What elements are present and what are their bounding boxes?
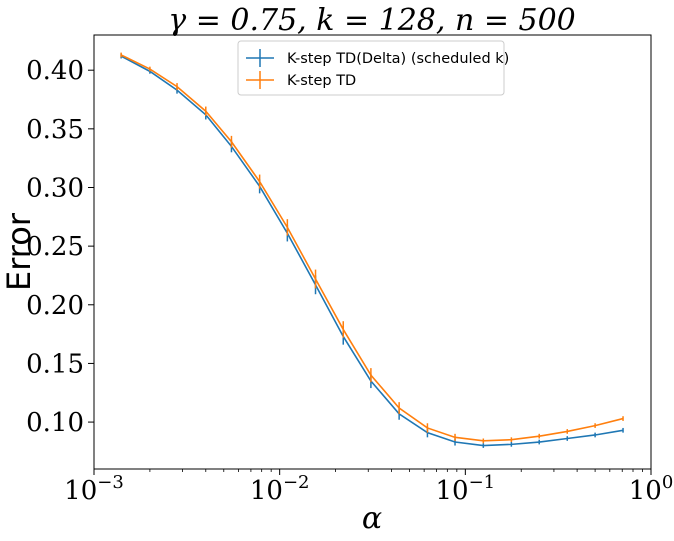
legend: K-step TD(Delta) (scheduled k) K-step TD xyxy=(237,40,509,96)
x-tick-label-2: 10−1 xyxy=(436,472,496,506)
series-0 xyxy=(120,53,624,448)
legend-frame xyxy=(237,40,505,96)
axes-frame xyxy=(93,34,652,470)
y-tick-label-5: 0.35 xyxy=(26,115,84,145)
plot-area xyxy=(120,52,624,448)
x-axis: 10−3 10−2 10−1 100 xyxy=(64,469,673,506)
chart-title: γ = 0.75, k = 128, n = 500 xyxy=(168,3,576,38)
x-tick-label-3: 100 xyxy=(629,472,674,506)
legend-label-0: K-step TD(Delta) (scheduled k) xyxy=(287,51,509,67)
y-tick-label-1: 0.15 xyxy=(26,349,84,379)
y-tick-label-6: 0.40 xyxy=(26,56,84,86)
y-axis: 0.10 0.15 0.20 0.25 0.30 0.35 0.40 xyxy=(26,56,94,438)
y-axis-label: Error xyxy=(0,212,38,291)
y-tick-label-2: 0.20 xyxy=(26,291,84,321)
x-tick-label-0: 10−3 xyxy=(64,472,124,506)
legend-label-1: K-step TD xyxy=(287,73,356,89)
x-axis-label: α xyxy=(362,501,382,536)
series-1 xyxy=(120,52,624,444)
y-tick-label-3: 0.25 xyxy=(26,232,84,262)
x-tick-label-1: 10−2 xyxy=(250,472,310,506)
y-tick-label-4: 0.30 xyxy=(26,173,84,203)
series-line-0 xyxy=(120,55,624,447)
y-tick-label-0: 0.10 xyxy=(26,408,84,438)
